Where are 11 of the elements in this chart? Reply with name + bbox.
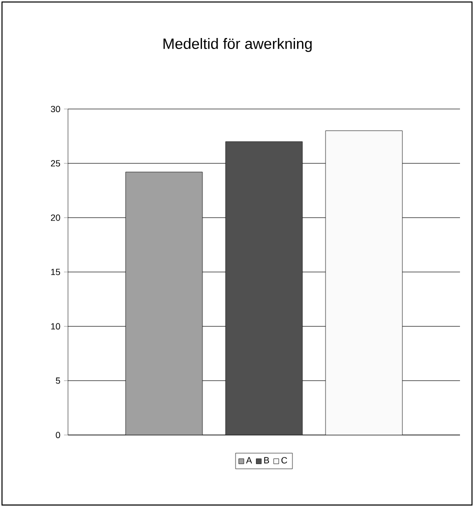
y-tick-label: 5 (56, 378, 60, 384)
legend-label: B (264, 457, 270, 464)
y-tick-label: 15 (51, 268, 60, 276)
y-tick-label: 30 (50, 106, 60, 112)
legend-label: A (246, 457, 252, 464)
y-tick-label: 25 (50, 160, 60, 167)
chart-title: Medeltid för awerkning (164, 38, 312, 52)
y-tick-label: 0 (56, 432, 60, 438)
y-tick-label: 10 (51, 323, 60, 330)
legend-label: C (281, 457, 288, 464)
y-tick-label: 20 (50, 214, 60, 221)
